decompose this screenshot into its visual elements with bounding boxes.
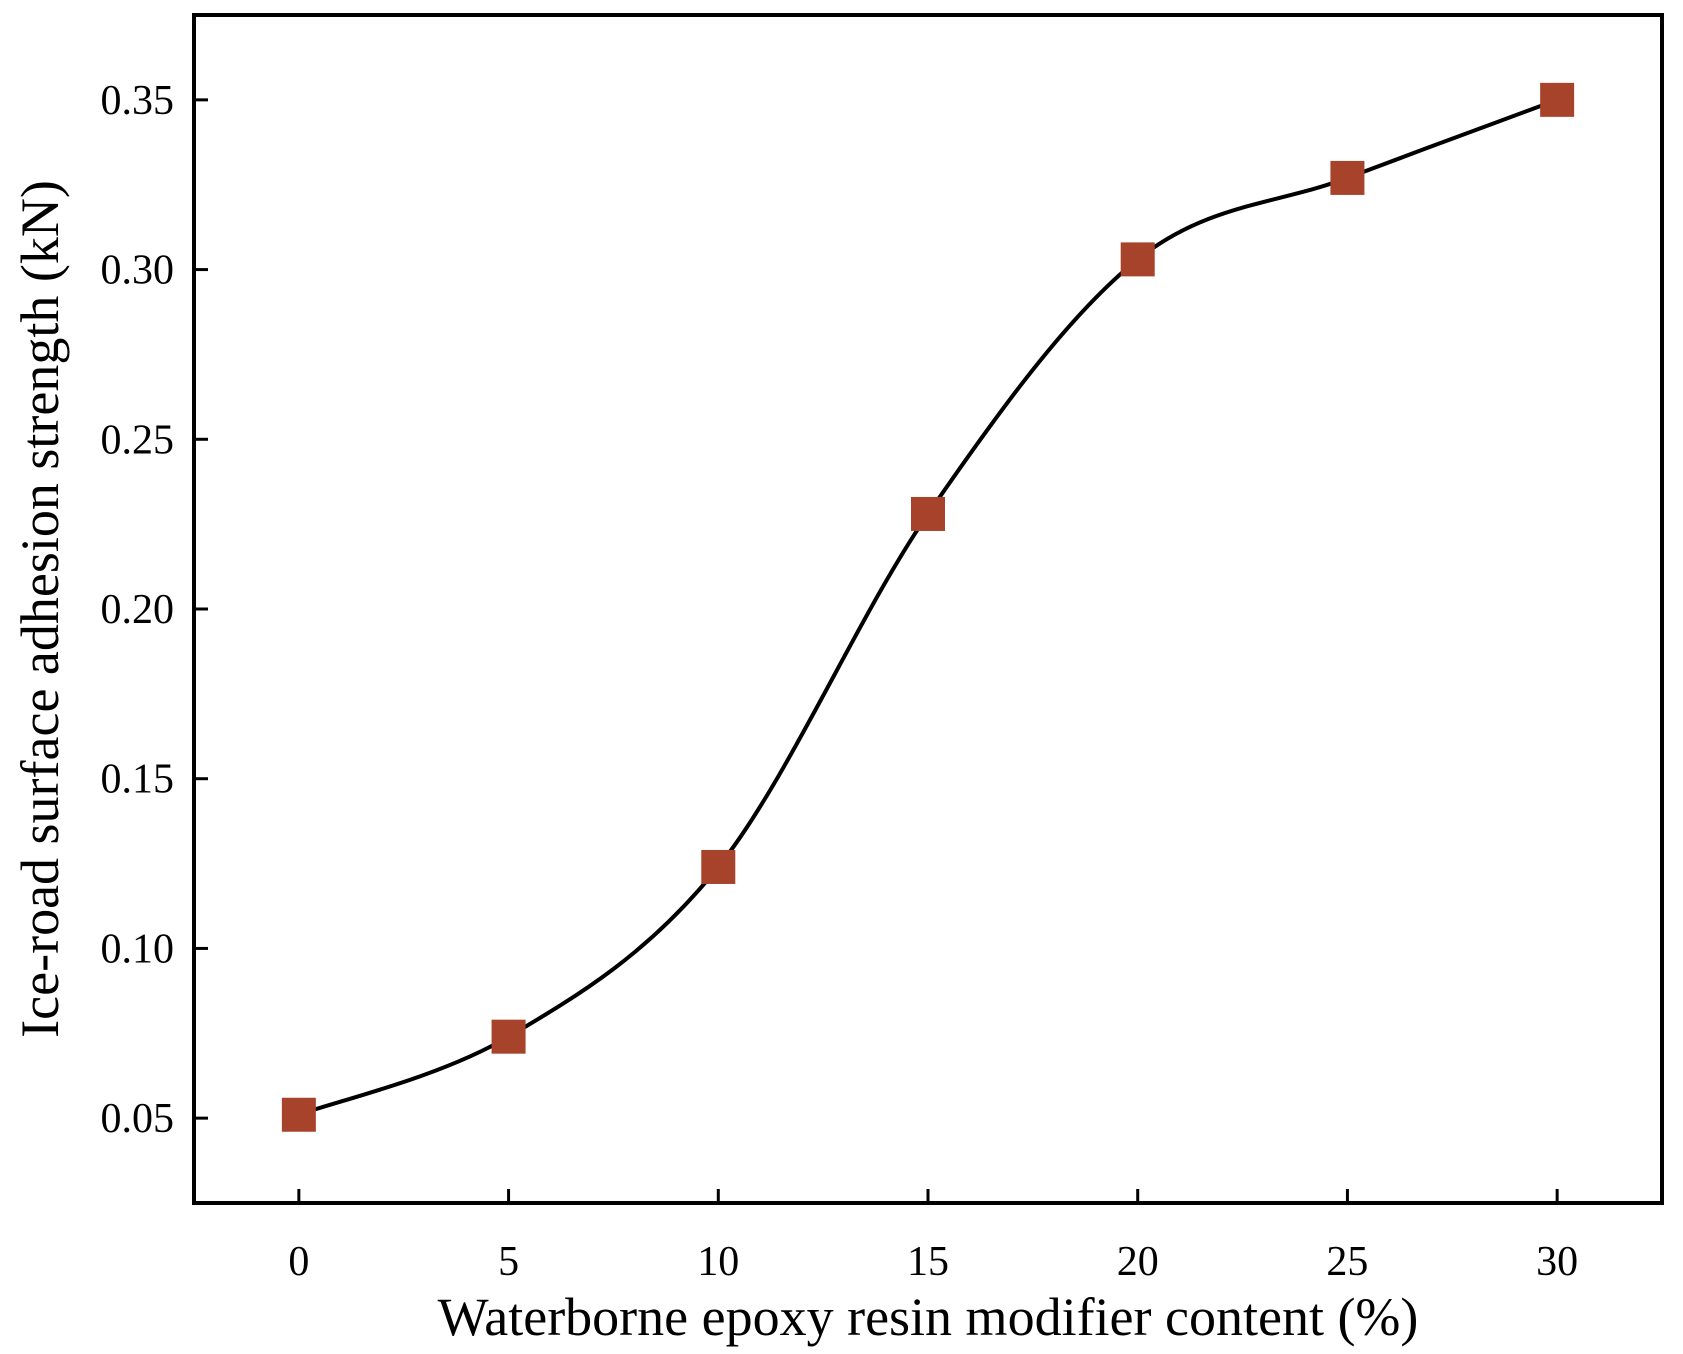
y-axis-title: Ice-road surface adhesion strength (kN) [10,180,70,1038]
data-point-marker [281,1097,316,1132]
x-tick-label: 25 [1326,1239,1368,1285]
y-tick-label: 0.15 [101,757,175,803]
data-point-marker [491,1019,526,1054]
series-line [298,97,1558,1117]
series-markers [281,82,1575,1132]
x-tick-label: 5 [498,1239,519,1285]
y-tick-label: 0.05 [101,1096,175,1142]
x-tick-label: 20 [1117,1239,1159,1285]
y-axis-ticks: 0.05 0.10 0.15 0.20 0.25 0.30 0.35 [101,78,208,1142]
x-tick-label: 30 [1536,1239,1578,1285]
y-tick-label: 0.30 [101,248,175,294]
x-tick-label: 15 [907,1239,949,1285]
plot-frame [192,13,1664,1205]
data-point-marker [1330,160,1365,195]
x-axis-title: Waterborne epoxy resin modifier content … [438,1287,1419,1347]
data-point-marker [701,849,736,884]
x-axis-ticks: 0 5 10 15 20 25 30 [288,1189,1578,1285]
x-tick-label: 10 [697,1239,739,1285]
y-tick-label: 0.25 [101,417,175,463]
y-tick-label: 0.20 [101,587,175,633]
data-point-marker [1120,242,1155,277]
data-point-marker [1540,82,1575,117]
data-point-marker [911,496,945,531]
y-tick-label: 0.35 [101,78,175,124]
y-tick-label: 0.10 [101,926,175,972]
x-tick-label: 0 [288,1239,309,1285]
